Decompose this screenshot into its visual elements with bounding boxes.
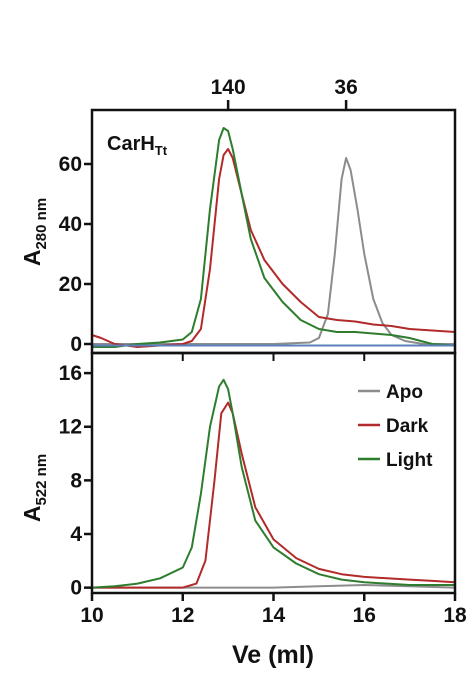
top-y-tick-label: 60 xyxy=(59,153,82,176)
bottom-series-dark-line xyxy=(92,401,456,589)
bottom-series-apo-line xyxy=(92,584,456,589)
top-y-tick-label: 40 xyxy=(59,213,82,236)
x-tick-label: 12 xyxy=(171,604,194,627)
bottom-y-tick-label: 0 xyxy=(70,577,82,600)
top-y-tick-label: 20 xyxy=(59,273,82,296)
x-tick-label: 18 xyxy=(443,604,467,627)
legend-label-apo: Apo xyxy=(386,382,423,403)
top-panel-series xyxy=(91,127,456,348)
top-panel: 140 36 0 20 40 60 CarHTt A280 nm xyxy=(19,76,457,356)
bottom-panel-series xyxy=(91,378,456,589)
legend-label-light: Light xyxy=(386,450,433,471)
top-series-light-line xyxy=(92,127,456,348)
top-series-apo-line xyxy=(92,157,455,345)
bottom-y-tick-label: 12 xyxy=(59,416,82,439)
bottom-x-axis: 10 12 14 16 18 xyxy=(80,353,467,627)
panel-annotation: CarHTt xyxy=(107,133,168,158)
legend-label-dark: Dark xyxy=(386,416,429,437)
bottom-y-tick-label: 16 xyxy=(59,362,82,385)
top-y-axis: 0 20 40 60 xyxy=(59,153,92,356)
legend: Apo Dark Light xyxy=(358,382,433,471)
bottom-y-axis-label: A522 nm xyxy=(19,454,50,522)
bottom-y-tick-label: 8 xyxy=(70,469,82,492)
top-y-axis-label: A280 nm xyxy=(19,198,50,266)
bottom-y-tick-label: 4 xyxy=(70,523,82,546)
x-axis-label: Ve (ml) xyxy=(232,641,314,669)
top-x-secondary-axis: 140 36 xyxy=(211,76,358,110)
bottom-series-light-line xyxy=(91,378,455,589)
x-tick-label: 10 xyxy=(80,604,103,627)
top-y-tick-label: 0 xyxy=(70,333,82,356)
x-tick-label: 16 xyxy=(353,604,376,627)
top-x-tick-label: 140 xyxy=(211,76,246,99)
x-tick-label: 14 xyxy=(262,604,286,627)
top-x-tick-label: 36 xyxy=(334,76,357,99)
bottom-y-axis: 0 4 8 12 16 xyxy=(59,362,92,600)
top-series-dark-line xyxy=(91,148,456,348)
